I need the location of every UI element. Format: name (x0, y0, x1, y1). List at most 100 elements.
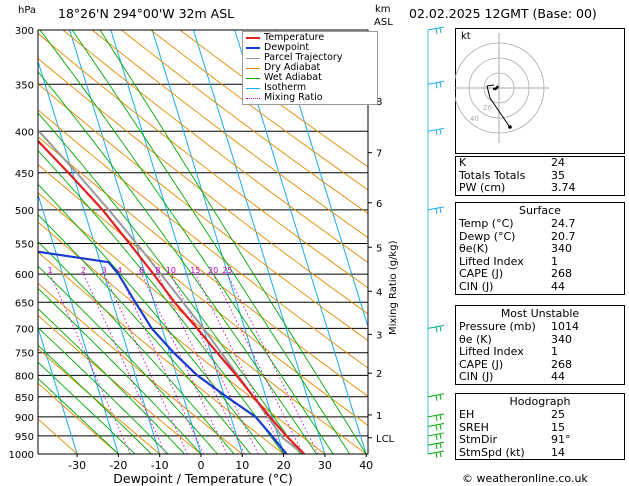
wet-adiabat-line (38, 344, 152, 454)
wind-barb (427, 413, 445, 421)
dry-adiabat-line (179, 30, 368, 168)
wet-adiabat-line (38, 149, 284, 454)
x-tick-label: -30 (68, 459, 86, 472)
wet-adiabat-line (38, 377, 119, 454)
index-value: 340 (551, 242, 572, 256)
index-row: Temp (°C) 24.7 (456, 217, 624, 231)
legend-item: Mixing Ratio (246, 93, 374, 103)
wind-barb (427, 432, 445, 441)
indices-top-table: K 24 Totals Totals 35 PW (cm) 3.74 (455, 156, 625, 196)
km-tick-label: 8 (376, 97, 382, 108)
dry-adiabat-line (38, 382, 119, 454)
index-row: StmSpd (kt) 14 (456, 445, 624, 460)
dry-adiabat-line (38, 221, 326, 454)
pressure-tick-label: 600 (15, 270, 34, 281)
index-value: 44 (551, 370, 565, 384)
mixing-ratio-label: 8 (155, 266, 160, 275)
index-label: Lifted Index (459, 254, 524, 268)
km-tick-label: 4 (376, 287, 382, 298)
index-value: 20.7 (551, 229, 576, 243)
mixing-ratio-label: 4 (117, 266, 122, 275)
mixing-ratio-line (157, 273, 245, 454)
wind-barb (427, 206, 445, 214)
mixing-ratio-axis-label: Mixing Ratio (g/kg) (388, 240, 399, 335)
pressure-tick-label: 300 (15, 26, 34, 37)
index-label: Pressure (mb) (459, 320, 536, 333)
km-tick-label: 6 (376, 199, 382, 210)
temperature-line (38, 139, 306, 454)
index-label: CAPE (J) (459, 357, 504, 371)
dry-adiabat-line (62, 30, 368, 264)
index-label: PW (cm) (459, 181, 506, 195)
index-label: SREH (459, 420, 489, 434)
index-value: 35 (551, 168, 565, 182)
index-row: CIN (J) 44 (456, 371, 624, 384)
legend-swatch (246, 97, 260, 99)
pressure-tick-label: 1000 (9, 450, 34, 461)
index-label: Dewp (°C) (459, 229, 516, 243)
hodograph-table: Hodograph EH 25 SREH 15 StmDir 91° StmSpd (kt)… (455, 393, 625, 461)
wind-barb (427, 423, 445, 431)
km-tick-label: 7 (376, 149, 382, 160)
hpa-label: hPa (18, 5, 37, 16)
wet-adiabat-line (38, 287, 202, 454)
index-value: 1 (551, 254, 558, 268)
index-row: CAPE (J) 268 (456, 268, 624, 281)
wind-barbs (427, 26, 445, 459)
wet-adiabat-line (38, 71, 317, 454)
legend-swatch (246, 47, 260, 49)
dry-adiabat-line (38, 136, 368, 397)
index-value: 91° (551, 433, 571, 447)
pressure-tick-label: 750 (15, 349, 34, 360)
wind-barb (427, 393, 445, 401)
wind-barb (427, 450, 445, 459)
dry-adiabat-line (38, 251, 284, 454)
legend-label: Dry Adiabat (264, 62, 321, 73)
mixing-ratio-line (226, 273, 319, 454)
km-tick-label: 1 (376, 411, 382, 422)
wet-adiabat-line (38, 308, 185, 454)
dewpoint-line (38, 250, 288, 454)
wet-adiabat-line (38, 183, 268, 454)
index-value: 3.74 (551, 181, 576, 195)
index-row: PW (cm) 3.74 (456, 182, 624, 195)
wind-barb (427, 80, 445, 89)
index-value: 268 (551, 267, 572, 281)
x-tick-label: 20 (277, 459, 291, 472)
km-tick-label: 2 (376, 369, 382, 380)
index-row: K 24 (456, 156, 624, 170)
index-label: CAPE (J) (459, 267, 504, 281)
wet-adiabat-line (39, 30, 334, 454)
km-tick-label: LCL (376, 434, 395, 445)
dry-adiabat-line (38, 109, 368, 369)
legend-label: Wet Adiabat (264, 72, 322, 83)
pressure-tick-label: 700 (15, 324, 34, 335)
pressure-tick-label: 900 (15, 413, 34, 424)
index-row: Totals Totals 35 (456, 168, 624, 183)
km-label: km (375, 4, 391, 15)
credit: © weatheronline.co.uk (462, 472, 588, 485)
legend-swatch (246, 67, 260, 69)
wet-adiabat-line (38, 265, 218, 454)
dry-adiabat-line (38, 33, 368, 289)
pressure-tick-label: 350 (15, 80, 34, 91)
pressure-tick-label: 850 (15, 393, 34, 404)
legend-swatch (246, 57, 260, 59)
index-label: StmSpd (kt) (459, 445, 525, 459)
legend-label: Dewpoint (264, 42, 310, 53)
index-label: θe(K) (459, 242, 489, 256)
wind-barb (427, 26, 445, 35)
index-row: CIN (J) 44 (456, 280, 624, 294)
index-label: EH (459, 408, 475, 421)
isotherm-line (192, 30, 326, 454)
mixing-ratio-label: 15 (190, 266, 200, 275)
legend-label: Parcel Trajectory (264, 52, 343, 63)
legend-item: Isotherm (246, 83, 374, 93)
dry-adiabat-line (38, 282, 243, 454)
wet-adiabat-line (38, 241, 235, 454)
legend-swatch (246, 37, 260, 39)
index-row: Lifted Index 1 (456, 346, 624, 359)
mixing-ratio-label: 3 (102, 266, 107, 275)
pressure-tick-label: 550 (15, 239, 34, 250)
x-tick-label: 0 (198, 459, 205, 472)
